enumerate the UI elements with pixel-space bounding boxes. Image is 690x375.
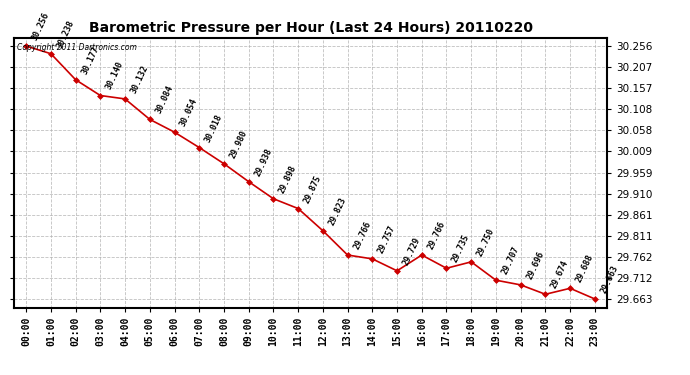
Text: 29.663: 29.663 (599, 264, 620, 295)
Text: 29.898: 29.898 (277, 164, 298, 195)
Text: 30.177: 30.177 (80, 45, 101, 75)
Text: 29.735: 29.735 (451, 233, 471, 264)
Text: 29.823: 29.823 (327, 196, 348, 226)
Title: Barometric Pressure per Hour (Last 24 Hours) 20110220: Barometric Pressure per Hour (Last 24 Ho… (88, 21, 533, 35)
Text: 29.980: 29.980 (228, 129, 249, 160)
Text: 29.707: 29.707 (500, 245, 521, 276)
Text: 29.750: 29.750 (475, 227, 496, 258)
Text: 30.018: 30.018 (204, 112, 224, 143)
Text: 29.875: 29.875 (302, 173, 323, 204)
Text: 29.688: 29.688 (574, 253, 595, 284)
Text: 29.757: 29.757 (377, 224, 397, 255)
Text: 30.238: 30.238 (55, 18, 76, 50)
Text: 29.766: 29.766 (426, 220, 446, 251)
Text: 30.084: 30.084 (154, 84, 175, 115)
Text: 29.696: 29.696 (525, 250, 546, 281)
Text: 29.674: 29.674 (549, 259, 571, 290)
Text: 29.729: 29.729 (401, 236, 422, 267)
Text: 29.766: 29.766 (352, 220, 373, 251)
Text: 30.054: 30.054 (179, 97, 199, 128)
Text: 30.256: 30.256 (30, 11, 51, 42)
Text: 30.132: 30.132 (129, 64, 150, 95)
Text: 29.938: 29.938 (253, 147, 274, 177)
Text: Copyright 2011 Dartronics.com: Copyright 2011 Dartronics.com (17, 43, 137, 52)
Text: 30.140: 30.140 (104, 60, 126, 92)
